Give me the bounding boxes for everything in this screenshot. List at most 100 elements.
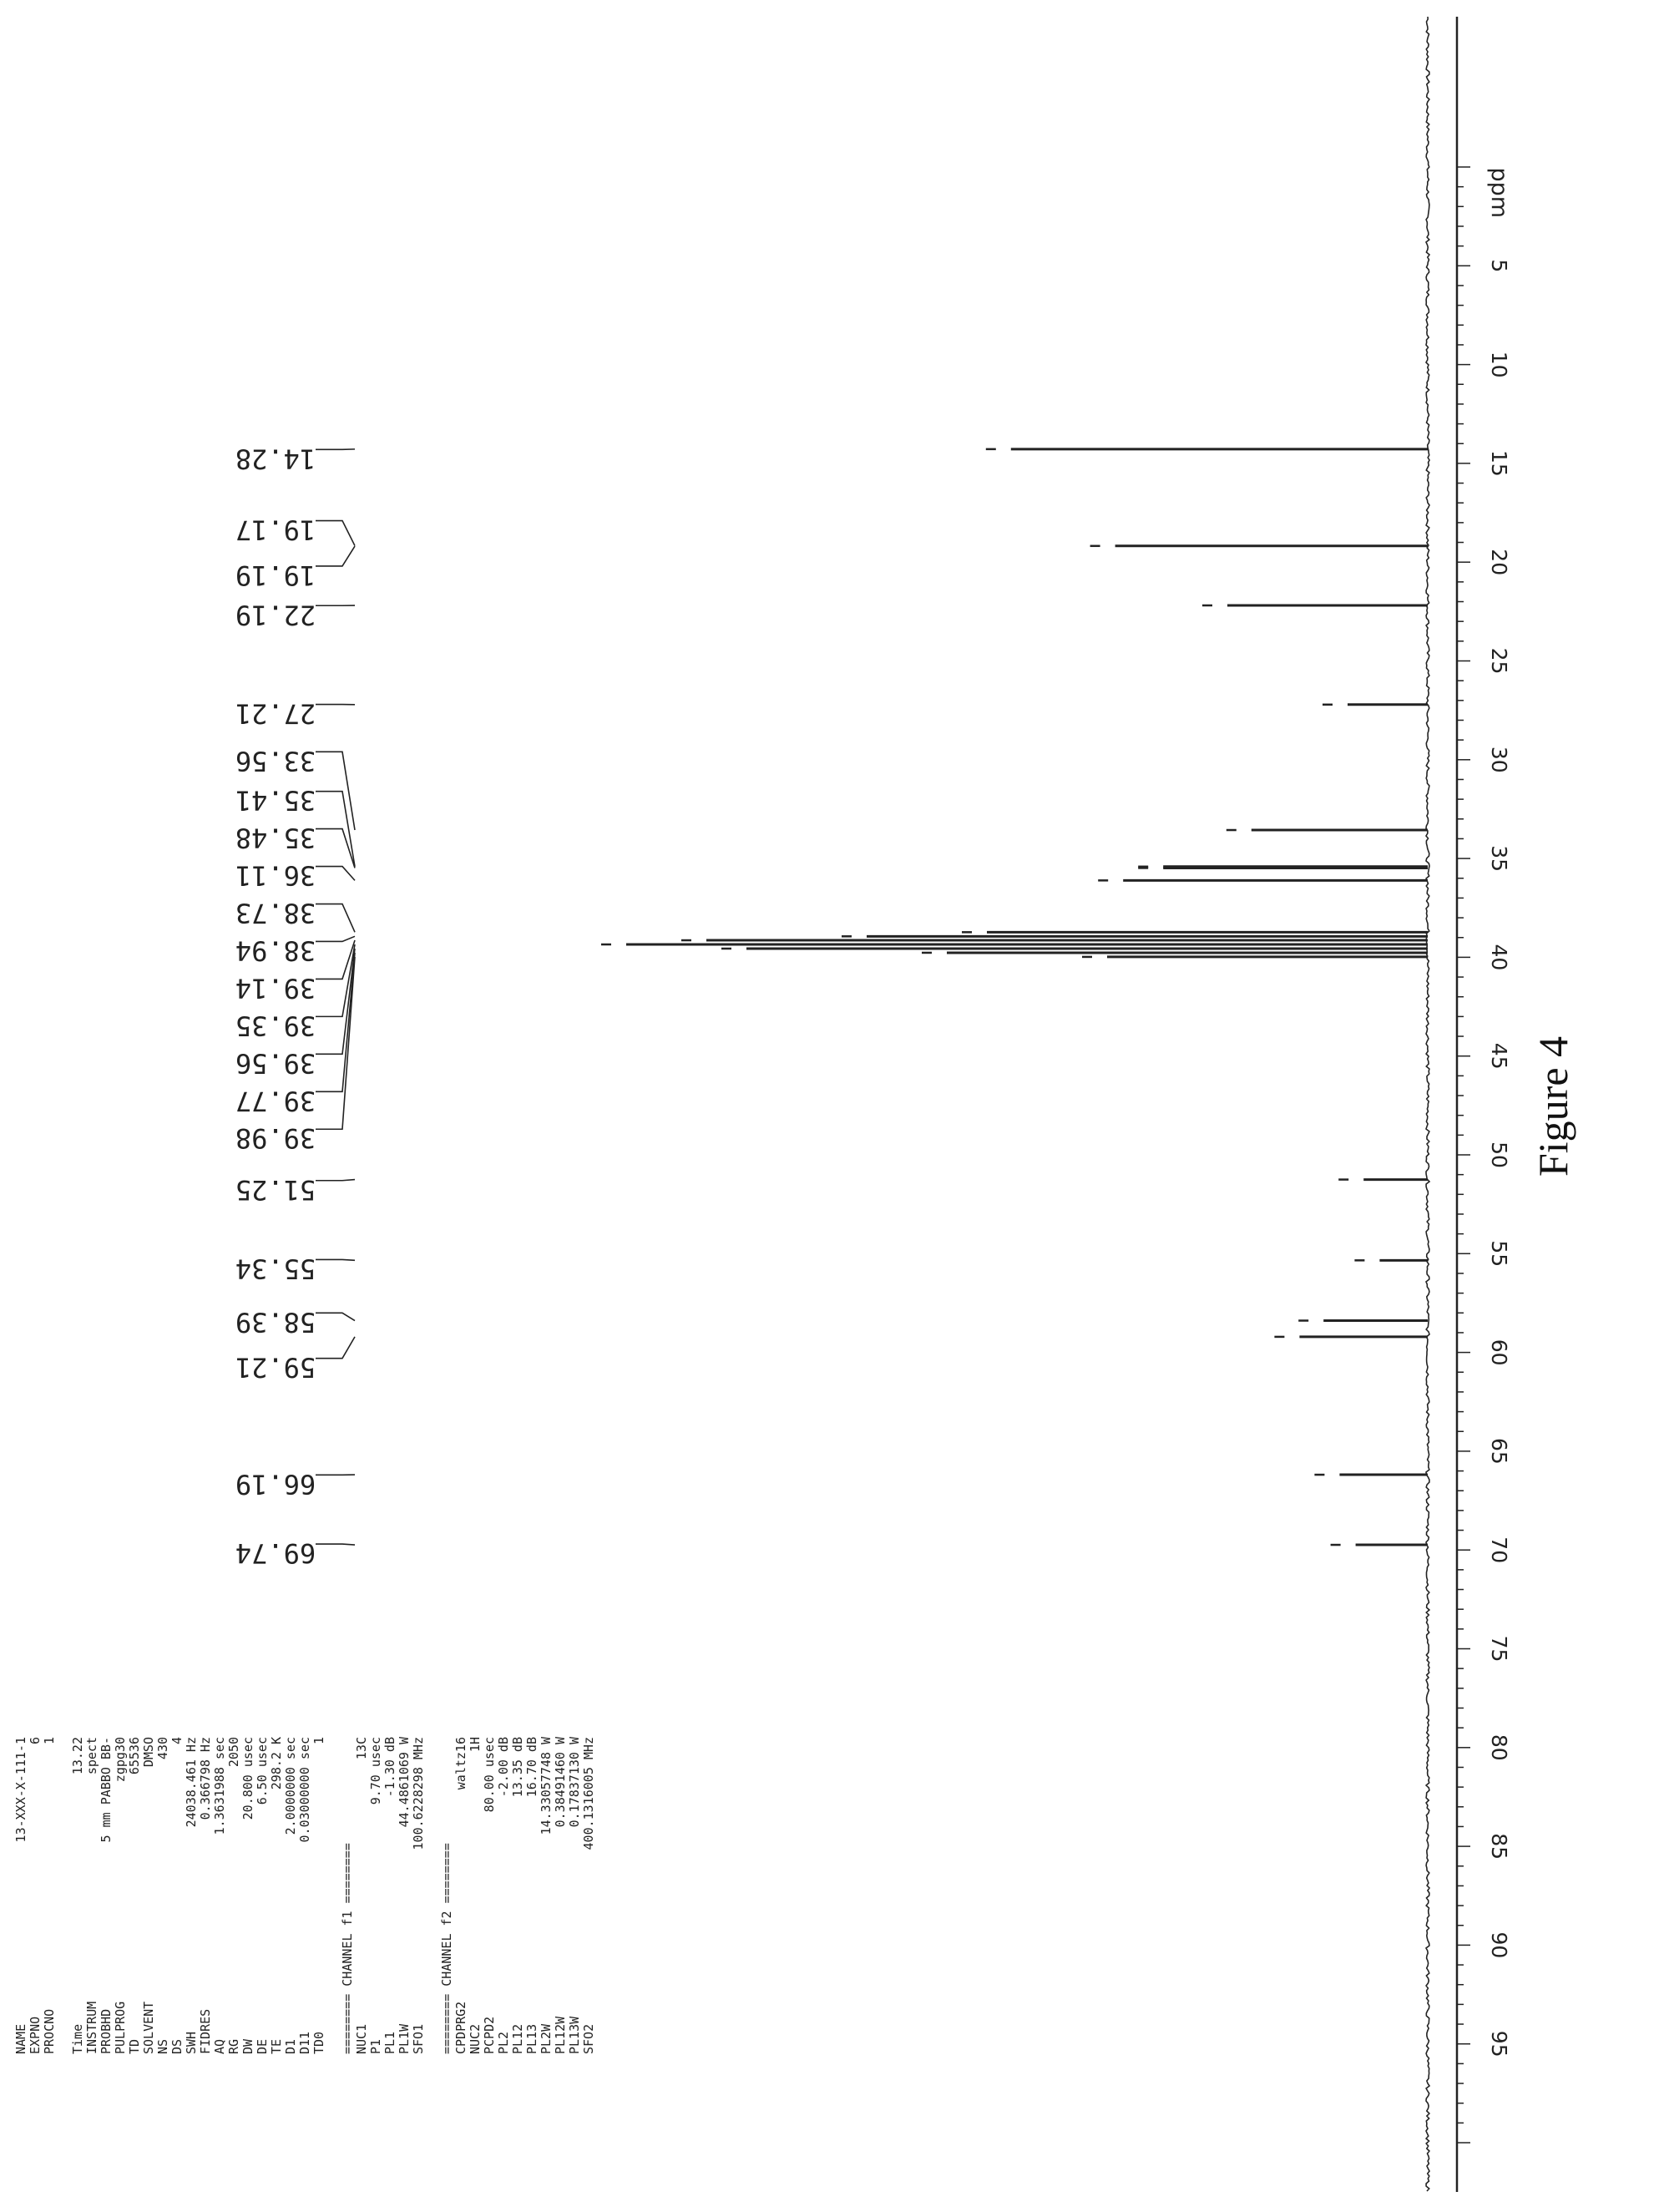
peak-label: 19.17: [235, 514, 316, 546]
param-row-value: 6: [28, 1737, 43, 1744]
peak-label-leader: [316, 790, 356, 867]
peak-label: 59.21: [235, 1352, 316, 1384]
axis-tick-label: 55: [1487, 1240, 1511, 1267]
param-row-value: 65536: [127, 1737, 142, 1774]
param-row: D11: [297, 2032, 312, 2054]
peak-label-leader: [316, 1258, 356, 1262]
axis-tick-label: 45: [1487, 1043, 1511, 1070]
param-row-value: 298.2 K: [269, 1737, 284, 1789]
param-row: NAME: [13, 2024, 28, 2054]
peak-label-leader: [316, 935, 356, 943]
param-row-value: 44.4861069 W: [397, 1736, 412, 1827]
peak-label-leader: [316, 1543, 356, 1546]
param-row-value: 2.0000000 sec: [283, 1737, 298, 1835]
param-row-value: 0.38491460 W: [553, 1736, 568, 1827]
peak-label: 58.39: [235, 1306, 316, 1338]
peak-label: 66.19: [235, 1468, 316, 1500]
param-row-value: 80.00 usec: [482, 1737, 497, 1812]
peak-label: 51.25: [235, 1174, 316, 1206]
peak-label: 39.77: [235, 1085, 316, 1116]
param-row: CPDPRG2: [453, 2002, 468, 2054]
peak-label: 19.19: [235, 559, 316, 591]
param-channel-header: ======== CHANNEL f1 ========: [340, 1843, 355, 2054]
peak-label-leader: [316, 939, 356, 980]
param-row-value: 430: [155, 1737, 170, 1759]
param-row-value: 14.33057748 W: [539, 1736, 554, 1835]
peak-label-leader: [316, 952, 356, 1093]
param-row-value: 5 mm PABBO BB-: [99, 1737, 114, 1842]
axis-tick-label: 20: [1487, 549, 1511, 575]
param-row: PULPROG: [113, 2002, 128, 2054]
peak-group: [601, 16, 1431, 2192]
param-row: PL13: [524, 2024, 539, 2054]
param-row-value: 1.3631988 sec: [212, 1737, 227, 1835]
param-row: EXPNO: [28, 2017, 43, 2054]
param-row-value: 1H: [468, 1737, 483, 1752]
param-row-value: 0.03000000 sec: [297, 1737, 312, 1842]
peak-label: 39.14: [235, 972, 316, 1004]
axis-tick-label: 15: [1487, 450, 1511, 477]
param-row: PROCNO: [42, 2009, 57, 2054]
param-row-value: 20.800 usec: [240, 1737, 255, 1820]
axis-tick-label: 75: [1487, 1636, 1511, 1663]
axis-tick-label: 5: [1487, 259, 1511, 272]
param-row-value: 0.17837130 W: [567, 1736, 582, 1827]
peak-label-leader: [316, 1178, 356, 1182]
param-row: SFO2: [581, 2024, 596, 2054]
param-channel-header: ======== CHANNEL f2 ========: [439, 1843, 454, 2054]
peak-label: 33.56: [235, 745, 316, 777]
param-row-value: 9.70 usec: [368, 1737, 383, 1805]
peak-label-leader: [316, 1312, 356, 1322]
param-row: NS: [155, 2039, 170, 2054]
axis-tick-label: 60: [1487, 1339, 1511, 1366]
spectrum-baseline: [1424, 16, 1431, 2192]
param-row-value: 24038.461 Hz: [184, 1737, 199, 1827]
param-row: AQ: [212, 2039, 227, 2054]
axis-tick-label: 90: [1487, 1931, 1511, 1958]
peak-label-leader: [316, 519, 356, 546]
axis-tick-label: 95: [1487, 2031, 1511, 2058]
peak-label-leader: [316, 751, 356, 831]
param-row: PL1: [382, 2032, 397, 2054]
peak-label: 39.35: [235, 1010, 316, 1041]
peak-label-group: 14.28 19.17 19.19 22.19 27.21 33.56 35.41 35.48…: [235, 443, 356, 1569]
peak-label-leader: [316, 956, 356, 1131]
param-row: NUC2: [468, 2024, 483, 2054]
param-row: PL13W: [567, 2016, 582, 2054]
param-row: PL12W: [553, 2016, 568, 2054]
peak-label-leader: [316, 948, 356, 1055]
peak-label: 55.34: [235, 1253, 316, 1284]
peak-label: 35.48: [235, 823, 316, 854]
axis-tick-label: 50: [1487, 1141, 1511, 1168]
peak-label: 22.19: [235, 599, 316, 630]
param-row-value: 400.1316005 MHz: [581, 1737, 596, 1850]
peak-label: 27.21: [235, 698, 316, 730]
acquisition-parameters-panel: NAME 13-XXX-X-111-1 EXPNO 6 PROCNO 1 Time 13.22…: [13, 1736, 596, 2054]
param-row-value: 16.70 dB: [524, 1737, 539, 1797]
axis-tick-label: 10: [1487, 352, 1511, 378]
param-row: DW: [240, 2038, 255, 2054]
param-row-value: -2.00 dB: [496, 1737, 511, 1797]
peak-label-leader: [316, 944, 356, 1018]
param-row-value: 4: [169, 1737, 185, 1744]
axis-tick-label: 80: [1487, 1734, 1511, 1761]
peak-label: 38.73: [235, 898, 316, 929]
axis-tick-label: 65: [1487, 1438, 1511, 1465]
axis-tick-label: 35: [1487, 845, 1511, 872]
figure-caption: Figure 4: [1530, 1035, 1576, 1177]
peak-label: 36.11: [235, 860, 316, 892]
param-row: FIDRES: [198, 2009, 213, 2054]
param-row-value: 13.35 dB: [510, 1737, 525, 1797]
peak-label: 69.74: [235, 1537, 316, 1569]
param-row: Time: [70, 2024, 85, 2054]
axis-unit-label: ppm: [1486, 167, 1512, 218]
param-row: D1: [283, 2039, 298, 2054]
param-row-value: DMSO: [141, 1737, 156, 1767]
param-row: PL2W: [539, 2023, 554, 2054]
param-row-value: 1: [311, 1737, 326, 1744]
param-row-value: 6.50 usec: [255, 1737, 270, 1805]
peak-label-leader: [316, 903, 356, 933]
param-row-value: waltz16: [453, 1737, 468, 1789]
param-row: PROBHD: [99, 2009, 114, 2054]
